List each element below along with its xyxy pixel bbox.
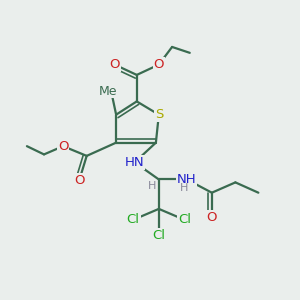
Text: H: H	[180, 183, 188, 193]
Text: O: O	[154, 58, 164, 71]
Text: O: O	[207, 211, 217, 224]
Text: HN: HN	[125, 156, 145, 169]
Text: O: O	[58, 140, 68, 153]
Text: Cl: Cl	[152, 229, 165, 242]
Text: O: O	[74, 173, 85, 187]
Text: O: O	[110, 58, 120, 71]
Text: Cl: Cl	[178, 213, 191, 226]
Text: NH: NH	[177, 173, 197, 186]
Text: H: H	[148, 181, 157, 191]
Text: Me: Me	[99, 85, 117, 98]
Text: S: S	[154, 108, 163, 121]
Text: Cl: Cl	[127, 213, 140, 226]
